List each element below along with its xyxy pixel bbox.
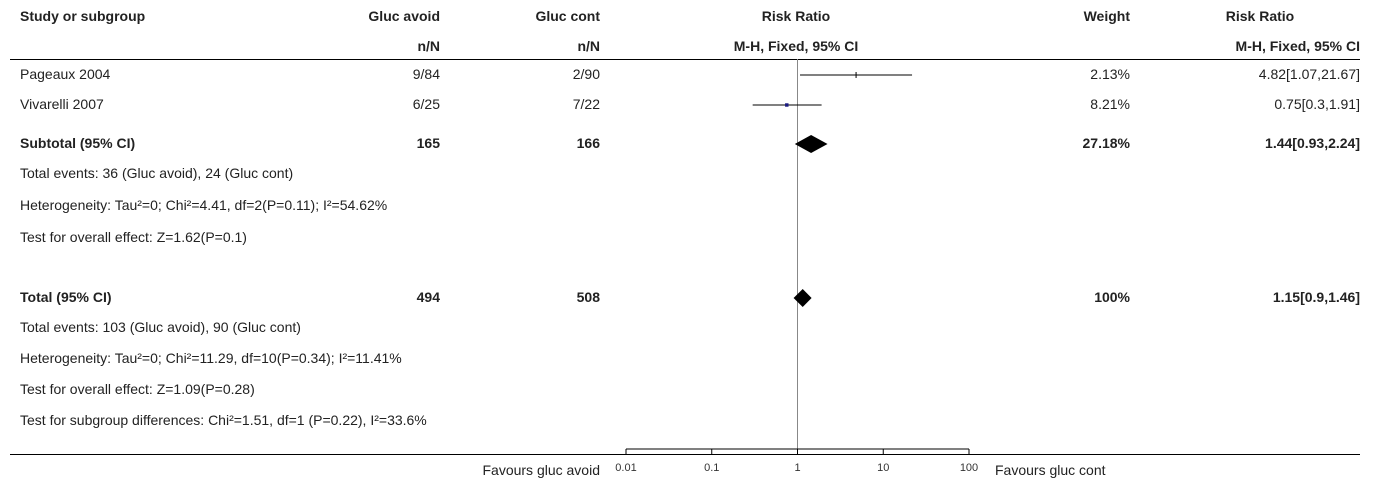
header-ratio-sub: M-H, Fixed, 95% CI xyxy=(1235,38,1360,54)
row-name: Subtotal (95% CI) xyxy=(20,135,136,151)
pooled-estimate-diamond xyxy=(794,135,828,153)
row-group1-value: 9/84 xyxy=(412,66,440,82)
row-weight: 27.18% xyxy=(1082,135,1130,151)
row-group2-value: 508 xyxy=(576,289,600,305)
favours-left: Favours gluc avoid xyxy=(482,462,600,478)
row-group1-value: 494 xyxy=(416,289,440,305)
point-estimate-marker xyxy=(785,103,789,107)
header-group1-sub: n/N xyxy=(417,38,440,54)
header-plot-label: Risk Ratio xyxy=(761,8,831,24)
pooled-estimate-diamond xyxy=(793,289,812,307)
row-group1-value: 6/25 xyxy=(412,96,440,112)
header-plot-sub: M-H, Fixed, 95% CI xyxy=(733,38,859,54)
row-ci-text: 4.82[1.07,21.67] xyxy=(1258,66,1360,82)
note-text: Heterogeneity: Tau²=0; Chi²=11.29, df=10… xyxy=(20,350,402,366)
row-weight: 2.13% xyxy=(1090,66,1130,82)
note-text: Heterogeneity: Tau²=0; Chi²=4.41, df=2(P… xyxy=(20,197,388,213)
row-group2-value: 2/90 xyxy=(572,66,600,82)
header-rule xyxy=(10,59,1360,60)
footer-rule xyxy=(10,454,1360,455)
row-name: Vivarelli 2007 xyxy=(20,96,104,112)
x-axis-tick-label: 100 xyxy=(960,462,978,474)
row-ci-text: 1.15[0.9,1.46] xyxy=(1272,289,1360,305)
x-axis-tick-label: 10 xyxy=(877,462,889,474)
row-ci-text: 0.75[0.3,1.91] xyxy=(1274,96,1360,112)
header-study-label: Study or subgroup xyxy=(20,8,146,24)
note-text: Test for overall effect: Z=1.62(P=0.1) xyxy=(20,229,247,245)
header-group2-label: Gluc cont xyxy=(535,8,600,24)
row-name: Total (95% CI) xyxy=(20,289,112,305)
header-group1-label: Gluc avoid xyxy=(368,8,440,24)
row-name: Pageaux 2004 xyxy=(20,66,111,82)
row-group2-value: 7/22 xyxy=(572,96,600,112)
x-axis-tick-label: 0.01 xyxy=(615,462,636,474)
row-weight: 100% xyxy=(1094,289,1130,305)
row-ci-text: 1.44[0.93,2.24] xyxy=(1265,135,1360,151)
x-axis-tick-label: 0.1 xyxy=(704,462,719,474)
favours-right: Favours gluc cont xyxy=(995,462,1106,478)
header-group2-sub: n/N xyxy=(577,38,600,54)
note-text: Total events: 36 (Gluc avoid), 24 (Gluc … xyxy=(20,165,294,181)
row-weight: 8.21% xyxy=(1090,96,1130,112)
note-text: Test for overall effect: Z=1.09(P=0.28) xyxy=(20,381,255,397)
row-group2-value: 166 xyxy=(576,135,600,151)
header-weight-label: Weight xyxy=(1083,8,1130,24)
x-axis-tick-label: 1 xyxy=(794,462,800,474)
note-text: Test for subgroup differences: Chi²=1.51… xyxy=(20,412,427,428)
header-ratio-label: Risk Ratio xyxy=(1225,8,1295,24)
note-text: Total events: 103 (Gluc avoid), 90 (Gluc… xyxy=(20,319,301,335)
row-group1-value: 165 xyxy=(416,135,440,151)
